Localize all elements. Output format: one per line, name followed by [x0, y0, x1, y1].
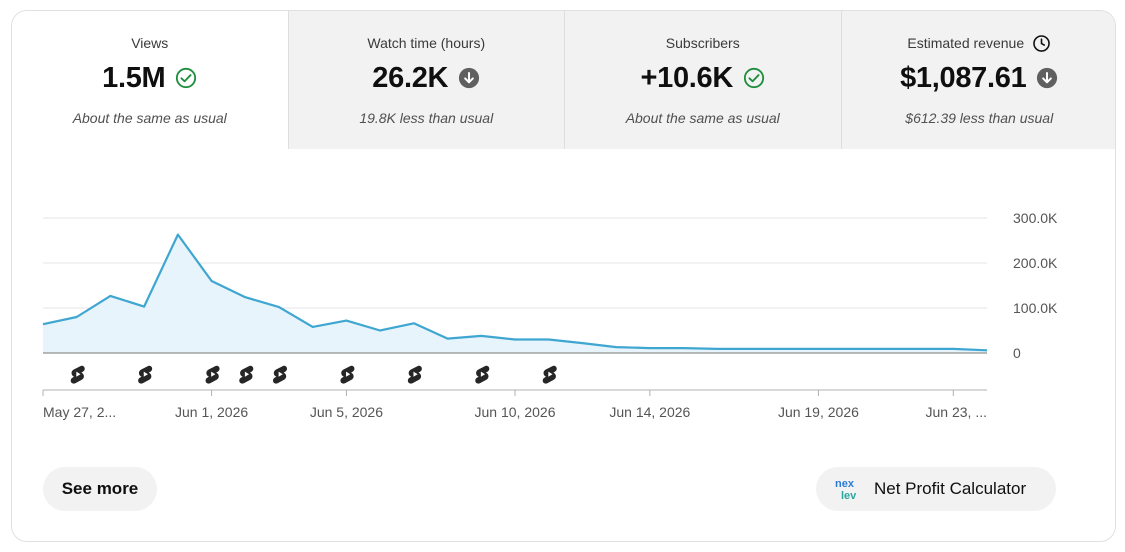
check-circle-icon: [176, 67, 197, 89]
metric-label: Subscribers: [665, 35, 740, 51]
shorts-marker-icon: [542, 365, 557, 384]
metric-value: +10.6K: [640, 61, 734, 94]
net-profit-calculator-button[interactable]: nex lev Net Profit Calculator: [816, 467, 1056, 511]
y-tick-label: 100.0K: [1013, 300, 1058, 316]
metric-tabs: Views 1.5M About the same as usual Watch…: [12, 11, 1115, 149]
check-circle-icon: [743, 67, 765, 89]
x-tick-label: Jun 23, ...: [926, 404, 987, 420]
clock-icon[interactable]: [1032, 34, 1051, 53]
arrow-down-circle-icon: [459, 67, 480, 89]
metric-label: Watch time (hours): [367, 35, 486, 51]
y-tick-label: 300.0K: [1013, 210, 1058, 226]
x-tick-label: Jun 10, 2026: [475, 404, 556, 420]
tab-subscribers[interactable]: Subscribers +10.6K About the same as usu…: [564, 11, 841, 149]
shorts-marker-icon: [205, 365, 220, 384]
metric-comparison: $612.39 less than usual: [905, 110, 1054, 126]
metric-comparison: About the same as usual: [625, 110, 780, 126]
y-tick-label: 200.0K: [1013, 255, 1058, 271]
x-tick-label: Jun 19, 2026: [778, 404, 859, 420]
y-tick-label: 0: [1013, 345, 1021, 361]
series-area: [43, 234, 987, 353]
metric-label: Views: [131, 35, 169, 51]
net-profit-calculator-label: Net Profit Calculator: [874, 479, 1027, 498]
shorts-marker-icon: [239, 365, 254, 384]
x-tick-label: Jun 1, 2026: [175, 404, 248, 420]
see-more-button[interactable]: See more: [43, 467, 157, 511]
tab-views[interactable]: Views 1.5M About the same as usual: [12, 11, 288, 149]
x-tick-label: Jun 14, 2026: [609, 404, 690, 420]
metric-label: Estimated revenue: [907, 35, 1025, 51]
shorts-marker-icon: [70, 365, 85, 384]
shorts-marker-icon: [138, 365, 153, 384]
nexlev-logo-icon: nex lev: [835, 478, 857, 502]
shorts-marker-icon: [340, 365, 355, 384]
series-line: [42, 233, 988, 352]
shorts-marker-icon: [475, 365, 490, 384]
x-tick-label: Jun 5, 2026: [310, 404, 383, 420]
views-chart[interactable]: 0 100.0K 200.0K 300.0K May 27, 2... Jun 1, 20…: [12, 11, 1116, 441]
metric-comparison: About the same as usual: [72, 110, 227, 126]
svg-text:nex: nex: [835, 478, 855, 490]
metric-value: $1,087.61: [900, 61, 1027, 94]
svg-text:lev: lev: [841, 490, 857, 502]
tab-estimated-revenue[interactable]: Estimated revenue $1,087.61 $612.39 less…: [840, 11, 1115, 149]
metric-value: 26.2K: [372, 61, 449, 94]
shorts-marker-icon: [407, 365, 422, 384]
arrow-down-circle-icon: [1037, 67, 1058, 89]
tab-label: Views: [131, 34, 168, 52]
metric-value: 1.5M: [102, 61, 166, 94]
metric-comparison: 19.8K less than usual: [359, 110, 494, 126]
shorts-marker-icon: [272, 365, 288, 384]
tab-watch-time[interactable]: Watch time (hours) 26.2K 19.8K less than…: [287, 11, 564, 149]
analytics-card: Views 1.5M About the same as usual Watch…: [11, 10, 1116, 542]
x-tick-label: May 27, 2...: [43, 404, 116, 420]
